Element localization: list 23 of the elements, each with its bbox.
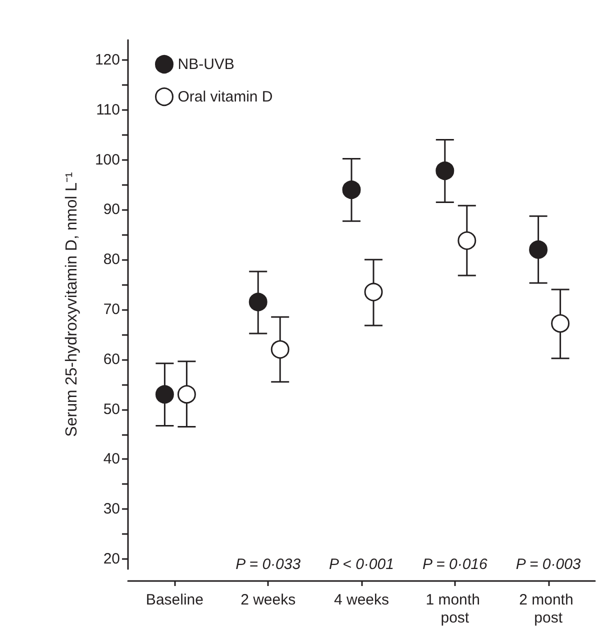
legend-label: Oral vitamin D	[178, 88, 273, 106]
y-tick-label: 60	[103, 350, 120, 368]
y-tick-label: 80	[103, 251, 120, 268]
y-axis-title: Serum 25-hydroxyvitamin D, nmol L⁻¹	[64, 172, 80, 437]
y-tick-label: 120	[94, 51, 120, 68]
annotation: P = 0·016	[422, 556, 488, 573]
y-tick-label: 20	[103, 550, 120, 568]
annotation: P = 0·033	[236, 556, 302, 573]
y-tick-label: 50	[103, 400, 120, 418]
y-tick-label: 30	[103, 500, 120, 518]
x-tick-label: 4 weeks	[334, 592, 390, 608]
x-tick-label: 1 month post	[426, 592, 484, 626]
y-tick-label: 110	[96, 101, 120, 118]
y-tick-label: 100	[94, 151, 120, 168]
x-tick-label: 2 month post	[519, 592, 578, 626]
x-tick-label: 2 weeks	[240, 592, 296, 608]
x-tick-label: Baseline	[146, 592, 204, 608]
y-tick-label: 90	[103, 201, 120, 218]
annotation: P < 0·001	[329, 556, 394, 573]
y-tick-label: 70	[103, 300, 120, 318]
annotation: P = 0·003	[516, 556, 582, 573]
legend-label: NB-UVB	[178, 56, 234, 73]
y-tick-label: 40	[103, 450, 120, 468]
